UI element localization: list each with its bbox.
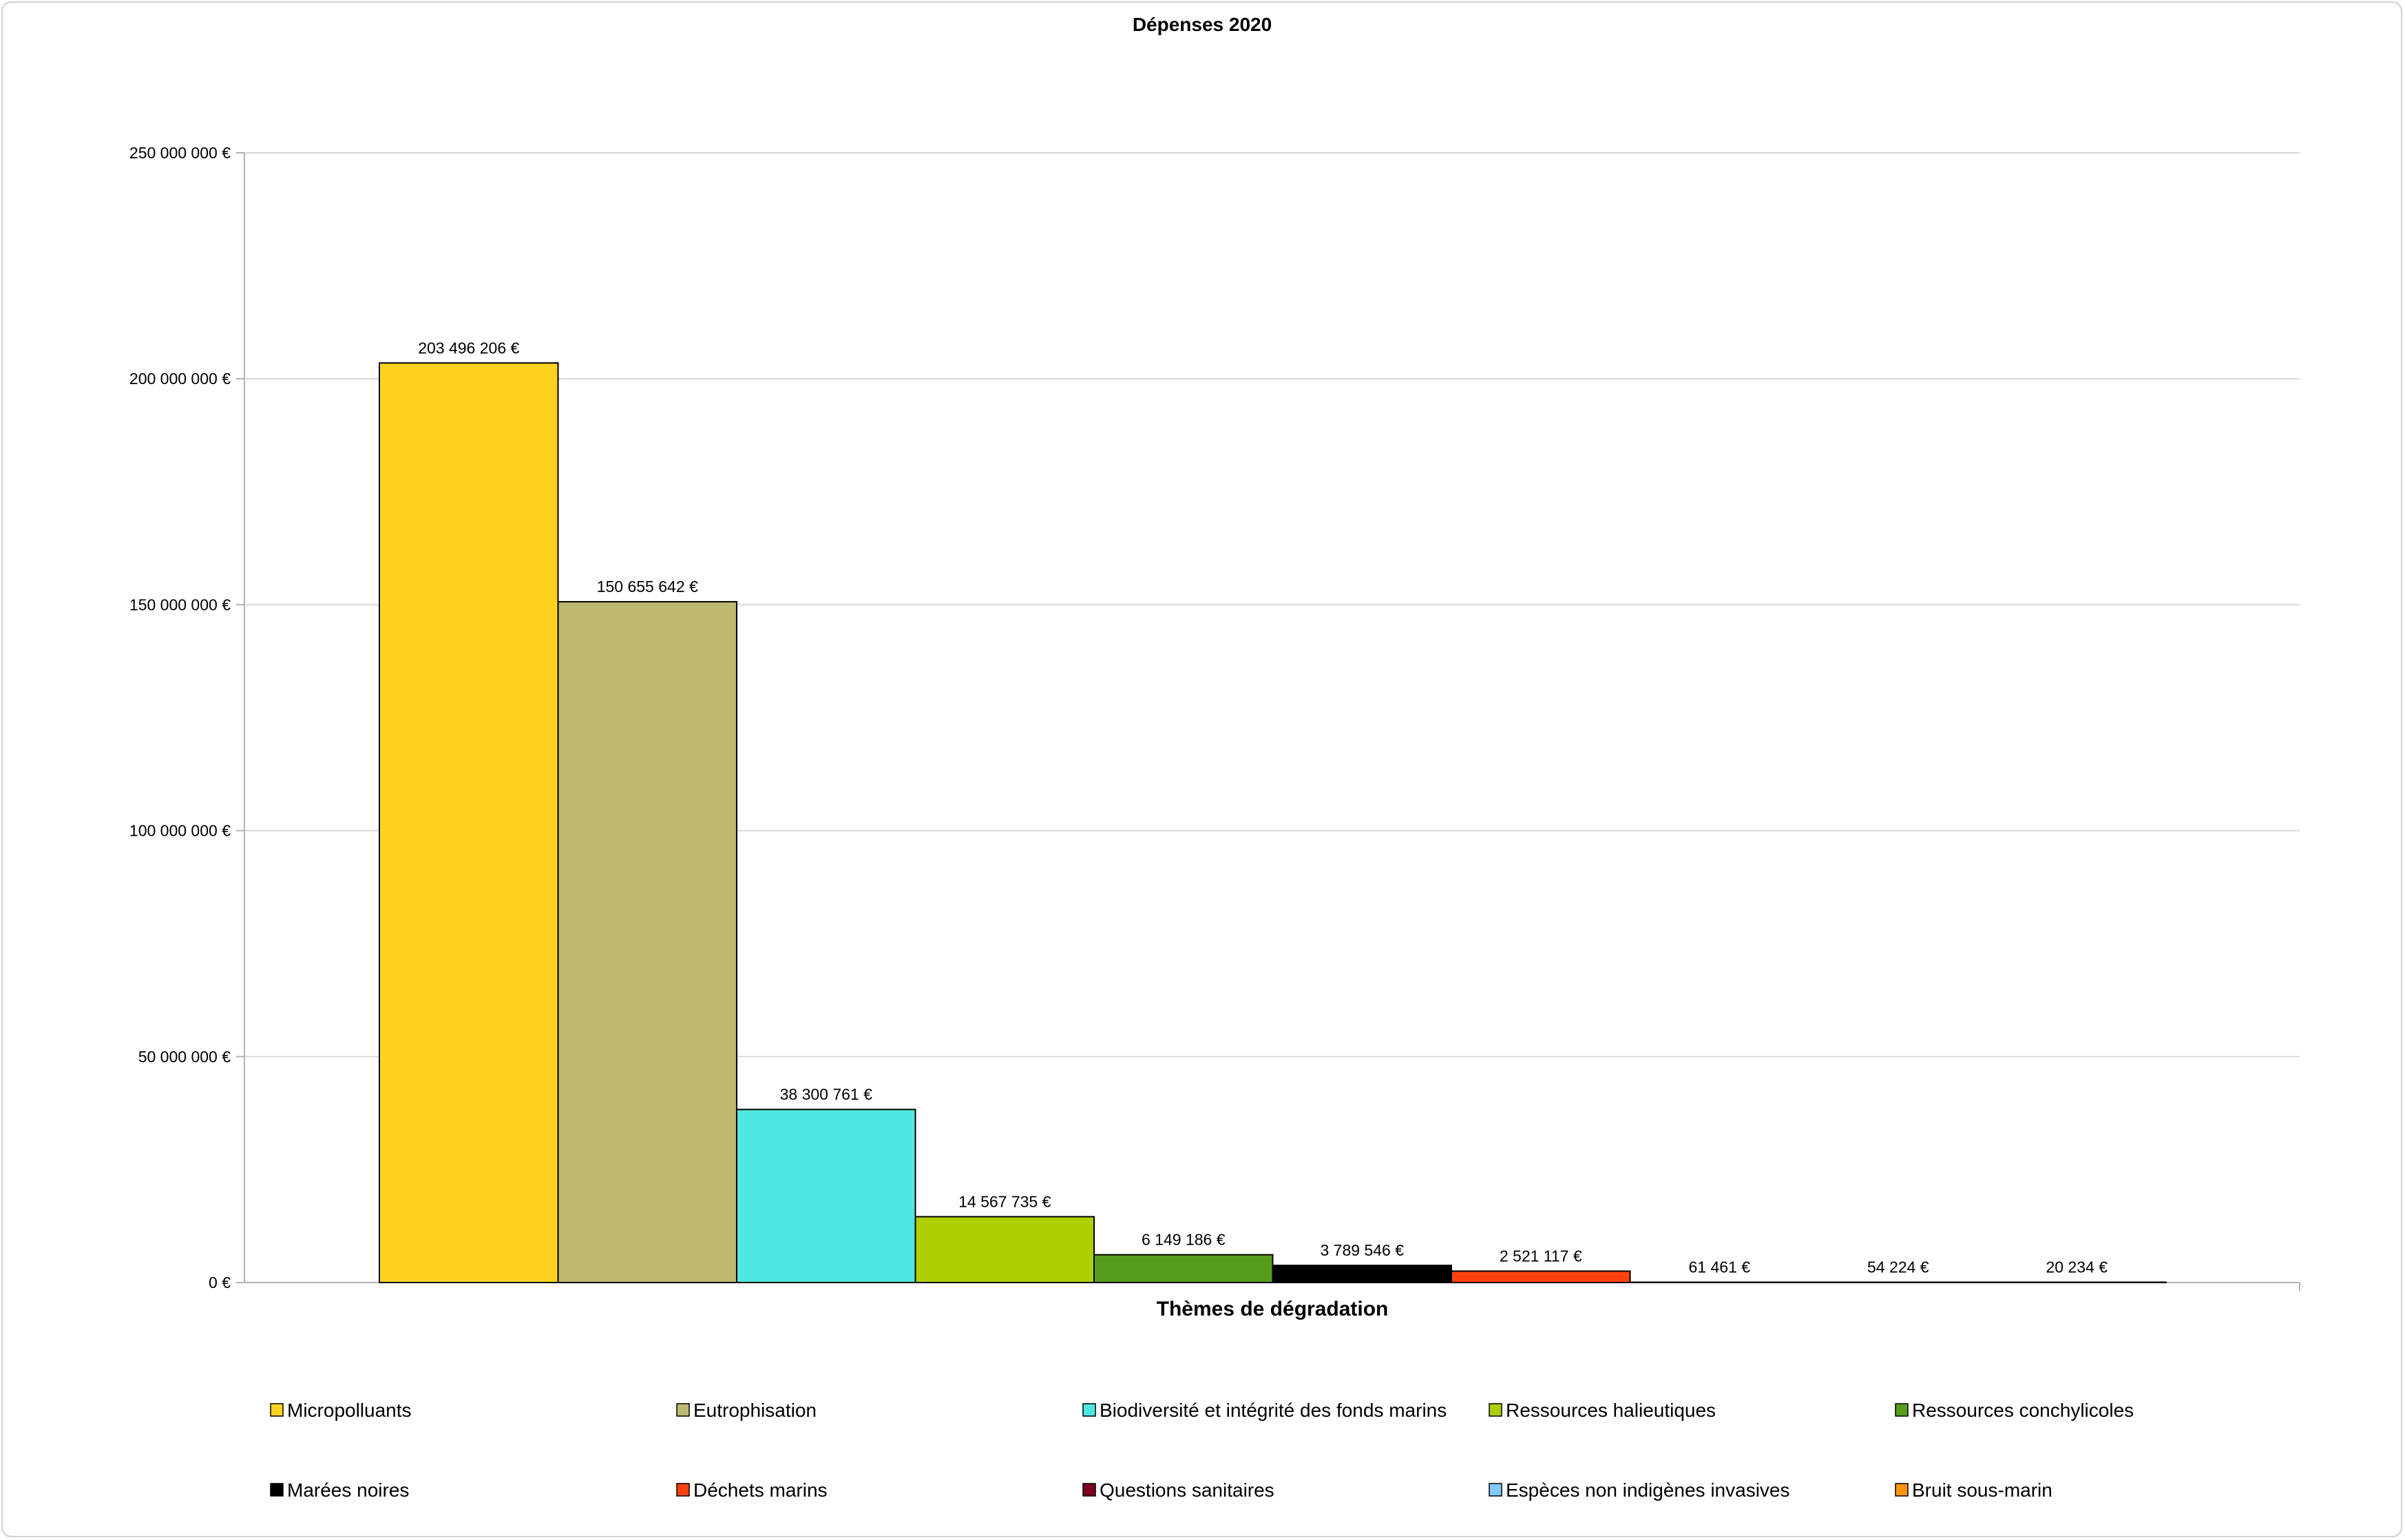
legend-label: Questions sanitaires bbox=[1100, 1479, 1274, 1501]
data-label: 6 149 186 € bbox=[1142, 1231, 1226, 1249]
legend-swatch bbox=[676, 1483, 690, 1497]
data-label: 38 300 761 € bbox=[780, 1086, 873, 1104]
bar bbox=[914, 1216, 1095, 1284]
data-label: 203 496 206 € bbox=[418, 339, 519, 357]
legend-label: Déchets marins bbox=[693, 1479, 828, 1501]
bar bbox=[1093, 1254, 1274, 1283]
legend-swatch bbox=[1082, 1483, 1096, 1497]
legend-swatch bbox=[270, 1483, 284, 1497]
bar bbox=[379, 362, 559, 1284]
legend-swatch bbox=[1489, 1403, 1502, 1417]
y-tick-label: 50 000 000 € bbox=[138, 1048, 231, 1066]
legend-swatch bbox=[1489, 1483, 1502, 1497]
data-labels: 203 496 206 € 150 655 642 € 38 300 761 € 14… bbox=[418, 339, 2108, 1276]
legend-label: Micropolluants bbox=[287, 1400, 412, 1421]
y-tick-label: 100 000 000 € bbox=[129, 822, 231, 840]
legend-label: Bruit sous-marin bbox=[1912, 1479, 2052, 1501]
y-tick-label: 150 000 000 € bbox=[129, 595, 231, 613]
legend-label: Espèces non indigènes invasives bbox=[1506, 1479, 1789, 1501]
legend-swatch bbox=[676, 1403, 690, 1417]
data-label: 61 461 € bbox=[1688, 1258, 1750, 1276]
legend-label: Biodiversité et intégrité des fonds mari… bbox=[1100, 1400, 1447, 1421]
legend-label: Ressources halieutiques bbox=[1506, 1400, 1716, 1421]
data-label: 3 789 546 € bbox=[1320, 1241, 1404, 1259]
bar bbox=[1272, 1265, 1452, 1283]
y-tick-label: 200 000 000 € bbox=[129, 370, 231, 388]
legend-swatch bbox=[270, 1403, 284, 1417]
legend-label: Ressources conchylicoles bbox=[1912, 1400, 2134, 1421]
data-label: 14 567 735 € bbox=[958, 1192, 1051, 1210]
data-label: 150 655 642 € bbox=[597, 578, 698, 595]
x-axis-label: Thèmes de dégradation bbox=[1157, 1298, 1389, 1320]
legend-swatch bbox=[1895, 1403, 1909, 1417]
data-label: 54 224 € bbox=[1867, 1258, 1929, 1276]
bar bbox=[1451, 1270, 1631, 1284]
y-tick-label: 0 € bbox=[209, 1274, 231, 1291]
data-label: 2 521 117 € bbox=[1500, 1247, 1582, 1265]
legend-label: Marées noires bbox=[287, 1479, 409, 1501]
legend: Micropolluants Eutrophisation Biodiversité… bbox=[270, 1400, 2134, 1501]
legend-swatch bbox=[1895, 1483, 1909, 1497]
bar bbox=[736, 1108, 916, 1283]
y-tick-label: 250 000 000 € bbox=[129, 144, 231, 162]
bars bbox=[379, 362, 2167, 1284]
legend-label: Eutrophisation bbox=[693, 1400, 817, 1421]
data-label: 20 234 € bbox=[2046, 1258, 2108, 1276]
chart-title: Dépenses 2020 bbox=[1133, 14, 1272, 35]
legend-swatch bbox=[1082, 1403, 1096, 1417]
bar bbox=[557, 601, 737, 1283]
